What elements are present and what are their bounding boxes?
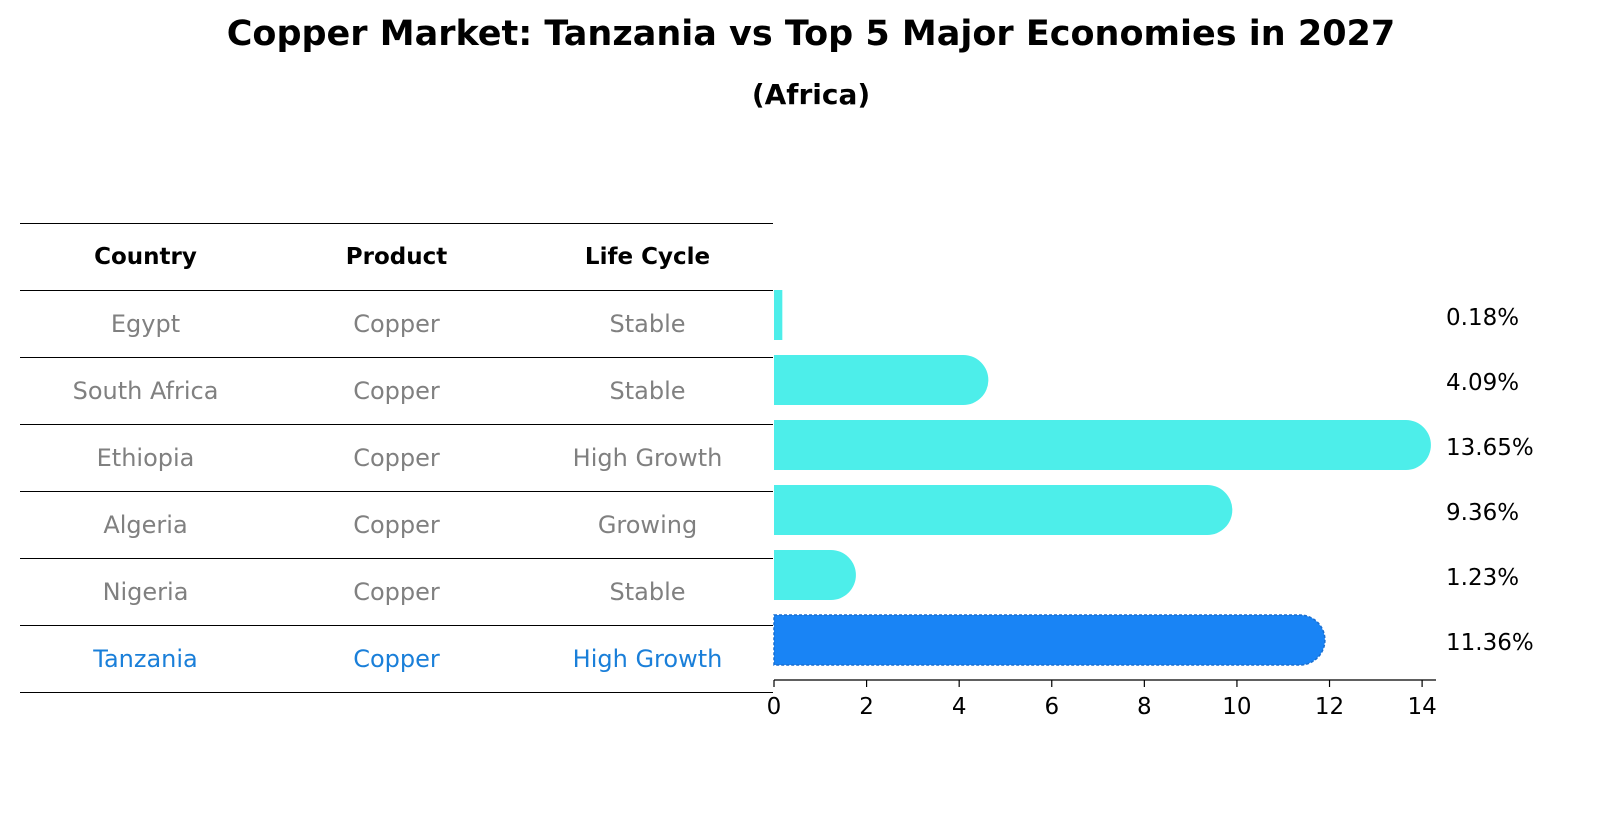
header-life-cycle: Life Cycle [522, 223, 773, 291]
bar-highlight-tanzania [773, 614, 1326, 666]
cell-product: Copper [271, 290, 522, 358]
cell-product: Copper [271, 357, 522, 425]
cell-product: Copper [271, 558, 522, 626]
cell-product: Copper [271, 424, 522, 492]
cell-life-cycle: Growing [522, 491, 773, 559]
x-tick-label: 4 [952, 694, 967, 720]
cell-country: Algeria [20, 491, 271, 559]
cell-country: Tanzania [20, 625, 271, 693]
bar-egypt [774, 290, 783, 340]
x-tick-label: 10 [1222, 694, 1251, 720]
value-label: 0.18% [1446, 305, 1519, 331]
cell-country: South Africa [20, 357, 271, 425]
value-label: 1.23% [1446, 565, 1519, 591]
table-row: Egypt Copper Stable [20, 290, 773, 358]
header-country: Country [20, 223, 271, 291]
cell-country: Egypt [20, 290, 271, 358]
x-tick-label: 8 [1137, 694, 1152, 720]
cell-life-cycle: Stable [522, 290, 773, 358]
cell-product: Copper [271, 491, 522, 559]
chart-title: Copper Market: Tanzania vs Top 5 Major E… [226, 14, 1396, 54]
cell-life-cycle: Stable [522, 357, 773, 425]
value-label: 11.36% [1446, 630, 1534, 656]
value-label: 4.09% [1446, 370, 1519, 396]
cell-life-cycle: High Growth [522, 625, 773, 693]
x-tick-label: 6 [1044, 694, 1059, 720]
table-row-highlight: Tanzania Copper High Growth [20, 625, 773, 693]
header-product: Product [271, 223, 522, 291]
bar-nigeria [774, 550, 856, 600]
x-tick-label: 0 [767, 694, 782, 720]
data-table: Country Product Life Cycle Egypt Copper … [20, 223, 773, 693]
table-row: Algeria Copper Growing [20, 491, 773, 559]
table-header-row: Country Product Life Cycle [20, 223, 773, 291]
table-row: Ethiopia Copper High Growth [20, 424, 773, 492]
cell-life-cycle: High Growth [522, 424, 773, 492]
table-row: Nigeria Copper Stable [20, 558, 773, 626]
x-tick-label: 14 [1407, 694, 1436, 720]
cell-country: Ethiopia [20, 424, 271, 492]
table-row: South Africa Copper Stable [20, 357, 773, 425]
cell-product: Copper [271, 625, 522, 693]
cell-country: Nigeria [20, 558, 271, 626]
bar-south-africa [774, 355, 989, 405]
cell-life-cycle: Stable [522, 558, 773, 626]
x-tick-label: 12 [1315, 694, 1344, 720]
bar-chart: 0.18% 4.09% 13.65% 9.36% 1.23% 11.36% 0 2 4 6 8 10 1… [767, 290, 1534, 720]
chart-subtitle: (Africa) [751, 78, 871, 111]
bar-algeria [774, 485, 1233, 535]
bar-ethiopia [774, 420, 1431, 470]
value-label: 9.36% [1446, 500, 1519, 526]
x-tick-label: 2 [859, 694, 874, 720]
value-label: 13.65% [1446, 435, 1534, 461]
